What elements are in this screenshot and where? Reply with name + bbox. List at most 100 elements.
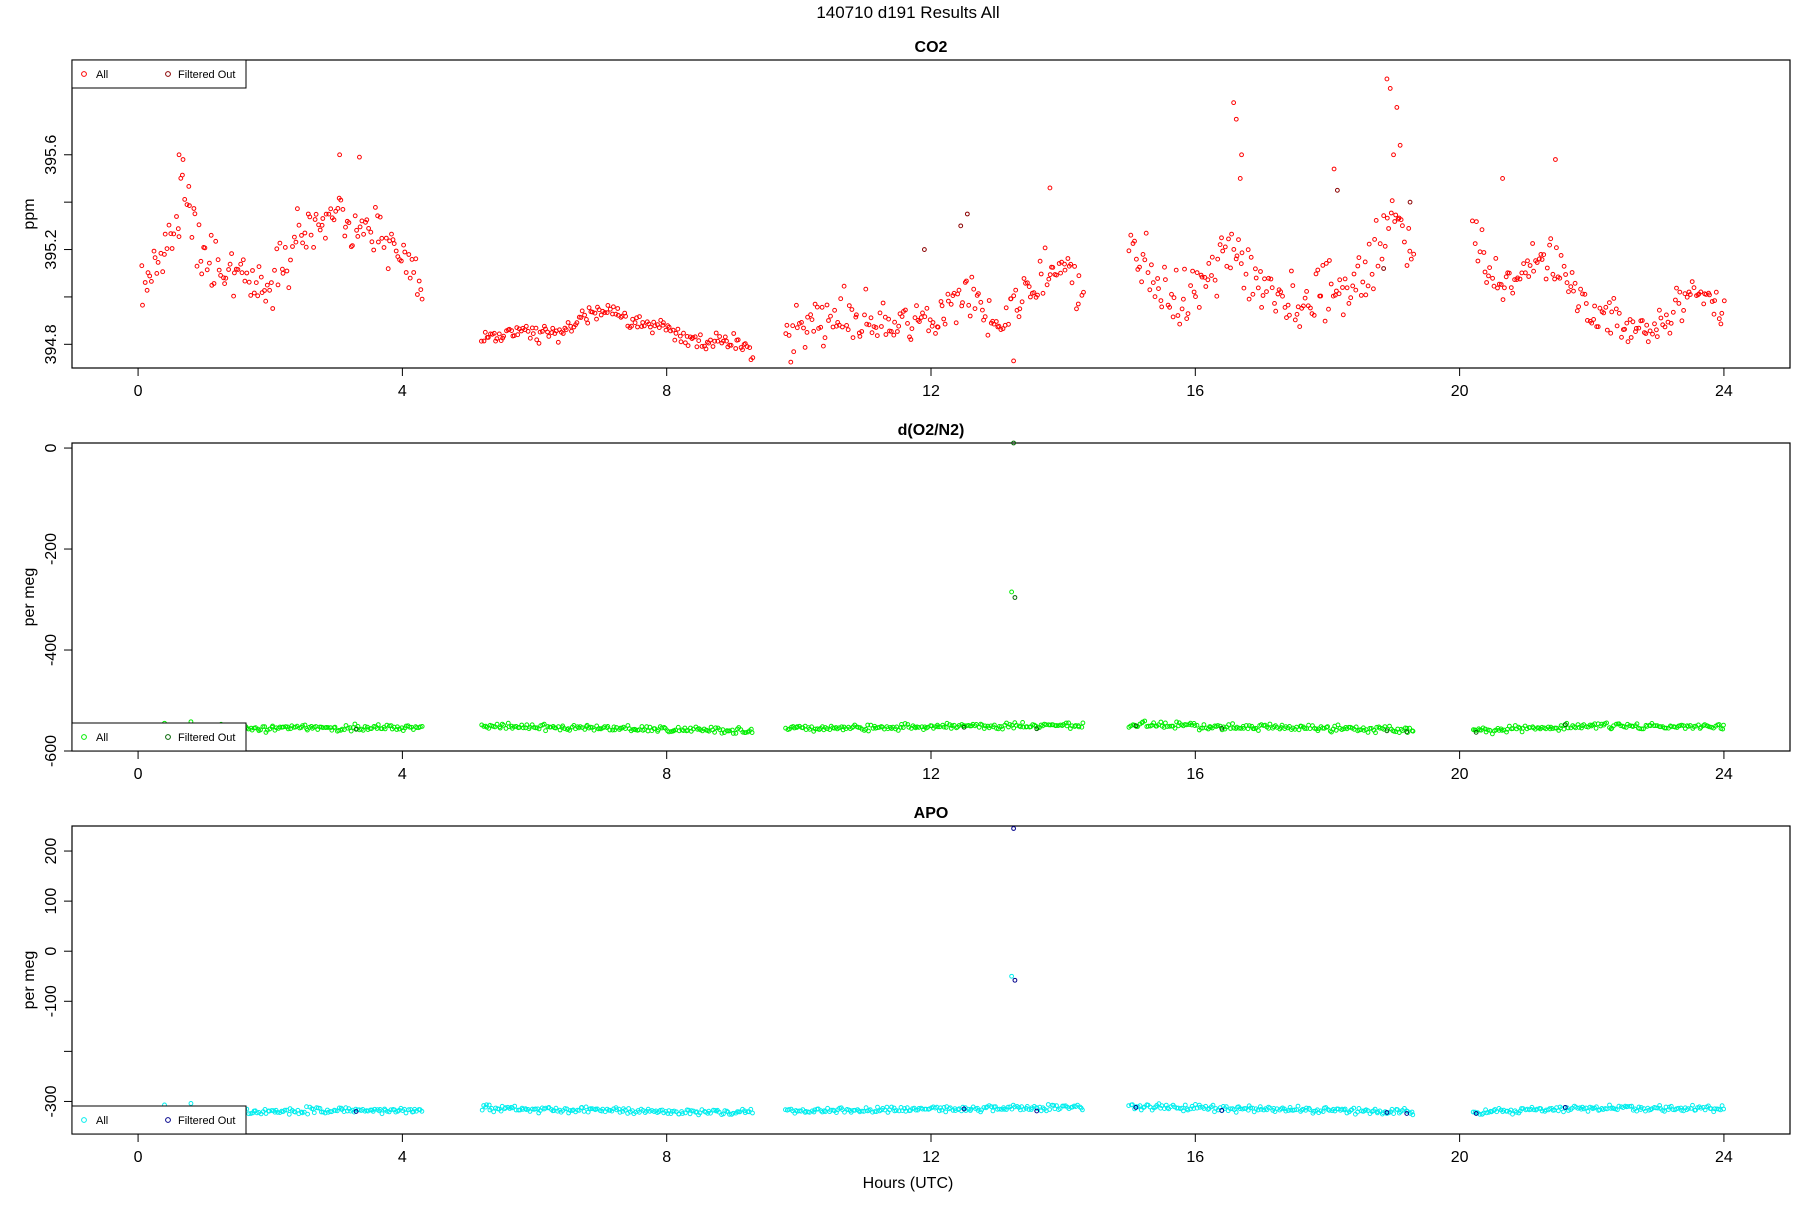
co2-data-point <box>660 322 666 328</box>
co2-data-point <box>939 303 945 309</box>
o2n2-data-point <box>397 726 402 732</box>
co2-data-point <box>1065 256 1071 261</box>
co2-legend-marker-all <box>81 71 87 77</box>
co2-data-point <box>1673 297 1678 303</box>
co2-data-point <box>1206 261 1212 266</box>
o2n2-filtered-point <box>353 726 359 732</box>
co2-data-point <box>1072 264 1077 269</box>
o2n2-data-point <box>1267 721 1273 727</box>
apo-data-point <box>512 1103 518 1109</box>
co2-data-point <box>401 242 407 248</box>
co2-data-point <box>174 214 179 219</box>
co2-data-point <box>1346 301 1352 306</box>
o2n2-filtered-point <box>961 724 967 730</box>
co2-data-point <box>208 232 214 238</box>
co2-data-point <box>1046 276 1052 282</box>
co2-data-point <box>1654 327 1659 333</box>
apo-x-tick-label: 12 <box>922 1149 940 1166</box>
co2-data-point <box>223 275 229 281</box>
co2-data-point <box>311 245 317 250</box>
apo-x-tick-label: 16 <box>1186 1149 1204 1166</box>
o2n2-data-point <box>1047 722 1053 728</box>
apo-data-point <box>1197 1104 1203 1110</box>
o2n2-data-point <box>1575 722 1581 727</box>
co2-data-point <box>1607 300 1612 306</box>
co2-data-point <box>546 334 552 339</box>
co2-data-point <box>391 241 397 247</box>
co2-data-point <box>635 324 640 330</box>
co2-data-point <box>1327 258 1332 263</box>
co2-data-point <box>357 154 362 160</box>
co2-data-point <box>892 319 897 325</box>
co2-data-point <box>1404 263 1410 268</box>
o2n2-data-point <box>836 725 842 731</box>
co2-data-point <box>1589 320 1595 326</box>
apo-data-point <box>1638 1105 1644 1110</box>
o2n2-filtered-point <box>1384 728 1390 734</box>
apo-data-point <box>856 1108 862 1114</box>
apo-data-point <box>311 1110 317 1116</box>
co2-data-point <box>1170 314 1176 320</box>
o2n2-filtered-point <box>1473 729 1479 735</box>
co2-data-point <box>1304 289 1309 294</box>
co2-data-point <box>1188 283 1193 289</box>
co2-data-point <box>605 303 611 308</box>
apo-data-point <box>419 1108 425 1114</box>
o2n2-data-point <box>1142 718 1148 724</box>
apo-data-point <box>491 1109 497 1115</box>
co2-data-point <box>1398 217 1404 223</box>
co2-data-point <box>393 248 399 254</box>
apo-y-tick-label: 0 <box>43 947 60 956</box>
co2-data-point <box>1228 265 1233 271</box>
co2-data-point <box>1076 273 1082 279</box>
o2n2-data-point <box>277 724 283 730</box>
co2-data-point <box>338 197 344 203</box>
co2-data-point <box>540 329 545 334</box>
co2-data-point <box>1578 286 1583 292</box>
co2-data-point <box>1407 248 1413 254</box>
co2-data-point <box>493 338 499 344</box>
apo-data-point <box>953 1108 958 1113</box>
co2-data-point <box>690 335 696 340</box>
apo-data-point <box>1356 1106 1362 1111</box>
apo-filtered-point <box>1219 1108 1225 1113</box>
co2-data-point <box>166 222 172 228</box>
co2-data-point <box>147 273 153 279</box>
co2-data-point <box>1019 299 1025 305</box>
apo-filtered-point <box>1012 977 1018 983</box>
co2-data-point <box>152 255 158 261</box>
apo-y-tick-label: 200 <box>43 838 60 865</box>
co2-data-point <box>1681 308 1686 313</box>
co2-data-point <box>1614 323 1620 329</box>
co2-data-point <box>154 271 160 276</box>
co2-data-point <box>1670 309 1676 315</box>
co2-data-point <box>196 222 202 228</box>
co2-data-point <box>1320 263 1326 268</box>
o2n2-data-point <box>645 728 651 734</box>
co2-data-point <box>1362 259 1368 265</box>
o2n2-data-point <box>1653 723 1658 728</box>
apo-data-point <box>1233 1109 1239 1115</box>
o2n2-data-point <box>1504 729 1509 735</box>
co2-data-point <box>1624 320 1630 326</box>
co2-data-point <box>1239 152 1244 158</box>
co2-data-point <box>1477 249 1483 255</box>
apo-data-point <box>811 1109 817 1115</box>
co2-data-point <box>239 270 245 276</box>
co2-data-point <box>207 260 212 266</box>
o2n2-data-point <box>1296 727 1302 733</box>
o2n2-data-point <box>1215 723 1221 728</box>
co2-data-point <box>1544 265 1550 271</box>
apo-data-point <box>665 1111 671 1116</box>
co2-data-point <box>613 311 619 317</box>
co2-data-point <box>1650 331 1655 337</box>
o2n2-data-point <box>1079 724 1085 730</box>
apo-data-point <box>947 1105 953 1111</box>
co2-data-point <box>1643 331 1649 336</box>
co2-data-point <box>1054 272 1059 278</box>
co2-x-tick-label: 0 <box>134 383 143 400</box>
co2-data-point <box>926 328 931 334</box>
co2-data-point <box>383 235 389 241</box>
co2-data-point <box>809 317 815 323</box>
co2-data-point <box>418 287 424 293</box>
